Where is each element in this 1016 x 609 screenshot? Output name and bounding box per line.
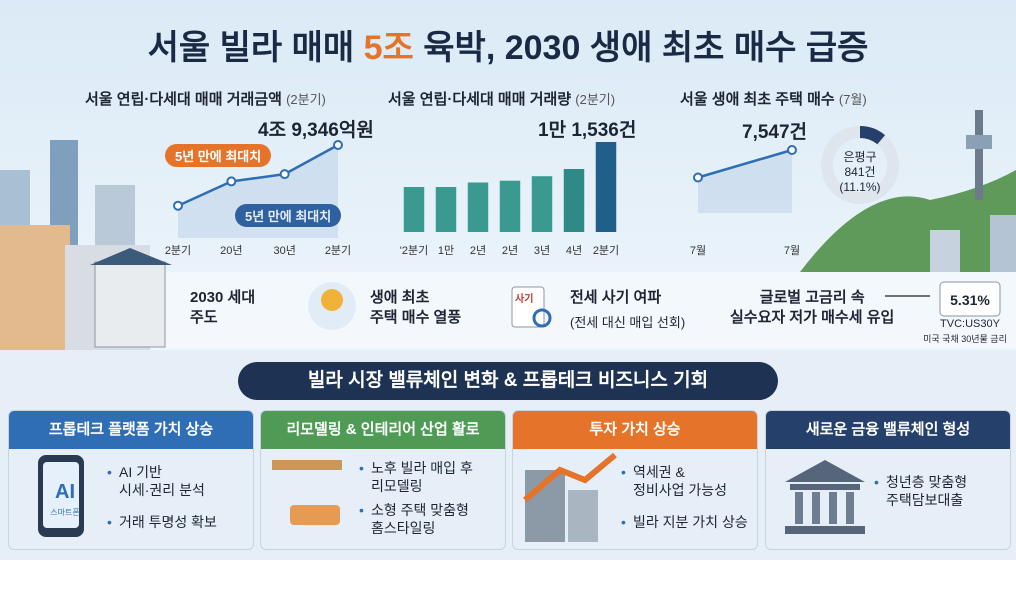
info-item: 글로벌 고금리 속 실수요자 저가 매수세 유입	[730, 289, 895, 326]
bullet: 역세권 & 정비사업 가능성	[621, 463, 727, 499]
card: 새로운 금융 밸류체인 형성 청년층 맞춤형 주택담보대출	[765, 410, 1011, 550]
card-header: 투자 가치 상승	[513, 411, 757, 449]
title-accent: 5조	[363, 29, 414, 67]
title-part: 육박, 2030 생애 최초 매수 급증	[413, 29, 869, 67]
bullet: 거래 투명성 확보	[107, 513, 217, 531]
line	[177, 143, 339, 207]
title-part: 서울 빌라 매매	[147, 29, 364, 67]
highlight-value: 7,547건	[742, 122, 808, 143]
donut-label: 은평구	[843, 150, 877, 164]
area	[698, 150, 792, 213]
chart-subtitle: (7월)	[838, 92, 867, 107]
bar	[563, 169, 585, 232]
card: 투자 가치 상승 역세권 & 정비사업 가능성 빌라 지분 가치 상승	[512, 410, 758, 550]
x-tick-label: 2분기	[593, 244, 619, 257]
x-tick-label: 1만	[438, 244, 454, 257]
info-item: 생애 최초 주택 매수 열풍	[370, 289, 462, 326]
bullet: 빌라 지분 가치 상승	[621, 513, 748, 531]
chart-subtitle: (2분기)	[286, 92, 326, 107]
point	[226, 176, 237, 187]
chart-title-text: 서울 연립·다세대 매매 거래금액	[85, 91, 282, 108]
x-tick-label: 30년	[273, 244, 295, 257]
bar	[403, 187, 425, 232]
x-tick-label: 7월	[690, 244, 706, 257]
bar	[595, 142, 617, 232]
bar	[467, 182, 489, 232]
bullet: 소형 주택 맞춤형 홈스타일링	[359, 501, 469, 537]
title: 서울 빌라 매매 5조 육박, 2030 생애 최초 매수 급증	[0, 20, 1016, 69]
point	[279, 169, 290, 180]
bar	[435, 187, 457, 232]
annotation: 5년 만에 최대치	[165, 144, 272, 167]
chart-title-text: 서울 연립·다세대 매매 거래량	[388, 91, 572, 108]
chart-title: 서울 연립·다세대 매매 거래금액 (2분기)	[85, 88, 326, 109]
x-tick-label: 2년	[470, 244, 486, 257]
x-tick-label: 4년	[566, 244, 582, 257]
highlight-value: 4조 9,346억원	[258, 120, 374, 141]
charts: 2분기 20년 30년 2분기 '2분기 1만 2년 2년 3년 4년 2분기 7월 7월	[165, 126, 899, 257]
info-item: 2030 세대 주도	[190, 289, 256, 326]
card: 프롭테크 플랫폼 가치 상승 AI 스마트폰 AI 기반 시세·권리 분석 거래…	[8, 410, 254, 550]
info-note: (전세 대신 매입 선회)	[570, 315, 686, 330]
bar	[499, 180, 521, 232]
rate-value: 5.31%	[950, 292, 990, 308]
donut-labels: 은평구 841건 (11.1%)	[820, 150, 900, 195]
point	[693, 172, 703, 183]
point	[333, 140, 343, 150]
card-header: 리모델링 & 인테리어 산업 활로	[261, 411, 505, 449]
rate-ticker: TVC:US30Y	[940, 318, 1000, 330]
rate-caption: 미국 국채 30년물 금리	[923, 334, 1007, 344]
point	[173, 200, 183, 211]
x-tick-label: 20년	[220, 244, 242, 257]
x-tick-label: 2분기	[165, 244, 191, 257]
chart-title: 서울 생애 최초 주택 매수 (7월)	[680, 88, 867, 109]
card: 리모델링 & 인테리어 산업 활로 노후 빌라 매입 후 리모델링 소형 주택 …	[260, 410, 506, 550]
bar	[531, 176, 553, 232]
donut-count: 841건	[844, 165, 876, 179]
phone-text: AI	[55, 481, 75, 503]
bullet: AI 기반 시세·권리 분석	[107, 463, 205, 499]
card-header: 새로운 금융 밸류체인 형성	[766, 411, 1010, 449]
x-tick-label: 7월	[784, 244, 800, 257]
sticker: 사기	[515, 294, 534, 305]
x-tick-label: '2분기	[400, 244, 428, 257]
bullet: 청년층 맞춤형 주택담보대출	[874, 473, 967, 509]
chart-title: 서울 연립·다세대 매매 거래량 (2분기)	[388, 88, 615, 109]
bullet: 노후 빌라 매입 후 리모델링	[359, 459, 473, 495]
chart-title-text: 서울 생애 최초 주택 매수	[680, 91, 835, 108]
phone-text: 스마트폰	[50, 508, 80, 517]
info-item: 전세 사기 여파	[570, 289, 662, 306]
line	[697, 148, 793, 179]
point	[787, 145, 797, 155]
banner: 빌라 시장 밸류체인 변화 & 프롭테크 비즈니스 기회	[307, 370, 709, 391]
x-tick-label: 3년	[534, 244, 550, 257]
chart-subtitle: (2분기)	[575, 92, 616, 107]
donut-share: (11.1%)	[839, 180, 881, 194]
x-tick-label: 2년	[502, 244, 518, 257]
donut-slice	[859, 126, 886, 145]
x-tick-label: 2분기	[325, 244, 351, 257]
highlight-value: 1만 1,536건	[538, 120, 637, 141]
annotation: 5년 만에 최대치	[235, 204, 342, 227]
card-header: 프롭테크 플랫폼 가치 상승	[9, 411, 253, 449]
